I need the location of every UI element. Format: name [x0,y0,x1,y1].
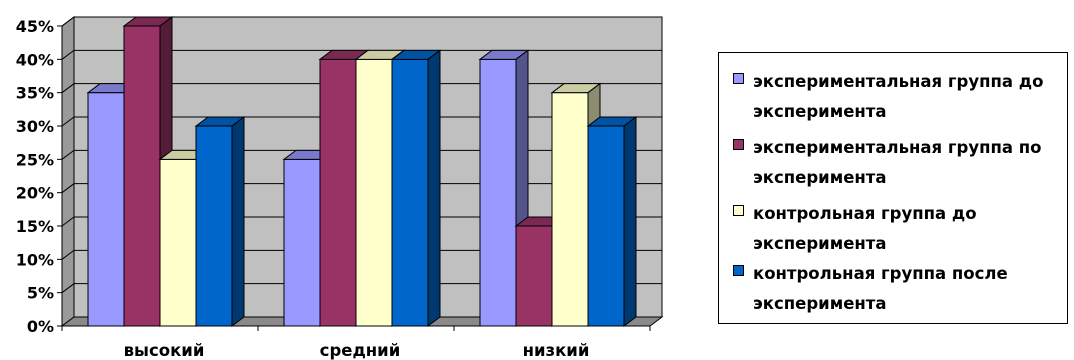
legend-label: контрольная группа после эксперимента [753,259,1069,319]
bar [87,92,125,327]
gridline [61,16,662,27]
bar [123,25,161,327]
bar [391,58,429,327]
bar-side [623,116,637,327]
gridline [61,83,662,94]
y-tick-label: 5% [27,284,54,303]
legend-label: контрольная группа до эксперимента [753,199,1069,259]
gridline [61,183,662,194]
y-tick-label: 30% [16,117,54,136]
bar [159,158,197,327]
legend-swatch [733,139,744,150]
legend-swatch [733,205,744,216]
y-tick-labels: 0% 5% 10% 15% 20% 25% 30% 35% 40% 45% [16,17,54,336]
legend-label-line: эксперимента [753,102,887,121]
bar-side [231,116,245,327]
y-tick-label: 20% [16,184,54,203]
legend-label-line: контрольная группа после [753,264,1008,283]
y-tick-label: 40% [16,50,54,69]
axes [57,25,651,331]
gridline [61,116,662,127]
gridline [61,149,662,160]
legend-swatch [733,73,744,84]
legend-swatch [733,265,744,276]
bar [587,125,625,327]
bar-chart: 0% 5% 10% 15% 20% 25% 30% 35% 40% 45% высокий сред… [16,16,664,360]
legend-label-line: эксперимента [753,294,887,313]
side-wall [61,16,75,327]
y-tick-label: 10% [16,250,54,269]
y-tick-label: 45% [16,17,54,36]
legend-label-line: экспериментальная группа до [753,72,1044,91]
y-tick-label: 25% [16,150,54,169]
y-tick-label: 35% [16,84,54,103]
x-tick-label: высокий [124,341,205,360]
legend-label: экспериментальная группа по эксперимента [753,133,1069,193]
gridline [61,249,662,260]
legend: экспериментальная группа до эксперимента… [718,52,1068,324]
legend-label-line: контрольная группа до [753,204,977,223]
legend-label-line: эксперимента [753,168,887,187]
y-tick-label: 0% [27,317,54,336]
x-tick-labels: высокий средний низкий [124,341,590,360]
x-tick-label: средний [320,341,401,360]
legend-label: экспериментальная группа до эксперимента [753,67,1069,127]
bar [319,58,357,327]
gridline [61,283,662,294]
bar [283,158,321,327]
bar [479,58,517,327]
gridline [61,216,662,227]
legend-label-line: экспериментальная группа по [753,138,1042,157]
bar [551,92,589,327]
bar [355,58,393,327]
x-tick-label: низкий [523,341,590,360]
bar [515,225,553,327]
gridlines [61,16,662,294]
y-tick-label: 15% [16,217,54,236]
legend-label-line: эксперимента [753,234,887,253]
bar [195,125,233,327]
bars [86,16,638,327]
bar-side [427,49,441,327]
gridline [61,49,662,60]
